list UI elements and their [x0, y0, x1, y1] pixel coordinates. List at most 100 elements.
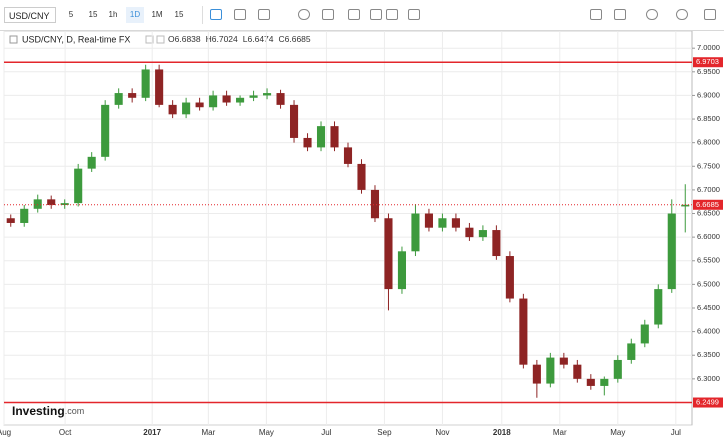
candle-body [600, 378, 609, 386]
candle-body [384, 218, 393, 290]
x-tick-label: Mar [553, 428, 567, 437]
quote-value: 6.7024 [212, 34, 238, 44]
compare-button[interactable] [258, 9, 270, 20]
toolbar: USD/CNY 5 15 1h 1D 1M 15 [0, 0, 724, 31]
snapshot-button[interactable] [590, 9, 602, 20]
x-tick-label: 2017 [143, 428, 161, 437]
price-label: 6.9703 [696, 57, 719, 66]
candle-body [546, 357, 555, 384]
candle-body [33, 199, 42, 209]
candle-body [586, 378, 595, 386]
candle-body [222, 95, 231, 103]
fullscreen-button[interactable] [704, 9, 716, 20]
redo-button[interactable] [386, 9, 398, 20]
symbol-input[interactable]: USD/CNY [4, 7, 56, 23]
candle-body [613, 359, 622, 379]
y-tick-label: 6.8500 [697, 114, 720, 123]
layout-button[interactable] [614, 9, 626, 20]
candle-body [195, 102, 204, 108]
y-tick-label: 6.7500 [697, 161, 720, 170]
candle-body [128, 93, 137, 98]
candle-body [492, 230, 501, 257]
x-tick-label: Aug [0, 428, 11, 437]
chart: USD/CNY, D, Real-time FX O6.6838H6.7024L… [0, 31, 723, 437]
candle-body [627, 343, 636, 360]
y-tick-label: 6.6000 [697, 232, 720, 241]
x-tick-label: Oct [59, 428, 72, 437]
indicator-button[interactable] [234, 9, 246, 20]
candle-style-button[interactable] [210, 9, 222, 20]
x-tick-label: May [259, 428, 274, 437]
candle-body [667, 213, 676, 290]
candle-body [60, 203, 69, 206]
y-tick-label: 6.5000 [697, 279, 720, 288]
y-tick-label: 6.6500 [697, 209, 720, 218]
candle-body [573, 364, 582, 379]
brand-logo: Investing.com [12, 404, 84, 418]
candle-body [141, 69, 150, 98]
candle-body [155, 69, 164, 105]
upload-button[interactable] [676, 9, 688, 20]
interval-button[interactable]: 1h [108, 10, 118, 19]
price-label-box [693, 397, 723, 408]
y-tick-label: 6.4000 [697, 327, 720, 336]
candle-body [681, 204, 690, 207]
balance-button[interactable] [348, 9, 360, 20]
candle-body [249, 95, 258, 98]
x-tick-label: Jul [321, 428, 331, 437]
alert-button[interactable] [408, 9, 420, 20]
candle-body [424, 213, 433, 228]
interval-button[interactable]: 15 [88, 10, 98, 19]
y-tick-label: 7.0000 [697, 43, 720, 52]
candle-body [330, 126, 339, 148]
visibility-icon [145, 35, 154, 44]
x-tick-label: Sep [377, 428, 392, 437]
interval-button[interactable]: 1M [151, 10, 163, 19]
settings-button[interactable] [298, 9, 310, 20]
candle-body [532, 364, 541, 384]
x-tick-label: 2018 [493, 428, 511, 437]
candle-body [505, 256, 514, 299]
undo-button[interactable] [370, 9, 382, 20]
candle-body [343, 147, 353, 164]
y-tick-label: 6.9000 [697, 90, 720, 99]
quote-label: C [279, 34, 285, 44]
quote-value: 6.6685 [285, 34, 311, 44]
last-price-label: 6.6685 [696, 200, 719, 209]
y-tick-label: 6.9500 [697, 67, 720, 76]
candle-body [74, 168, 83, 204]
collapse-icon [9, 35, 18, 44]
y-tick-label: 6.3500 [697, 350, 720, 359]
plot-frame [3, 31, 693, 426]
quote-label: L [243, 34, 248, 44]
candle-body [451, 218, 460, 228]
candle-body [465, 227, 474, 238]
quote-label: O [168, 34, 175, 44]
candle-body [276, 93, 285, 105]
candle-body [559, 357, 568, 365]
candle-body [519, 298, 528, 365]
cloud-button[interactable] [646, 9, 658, 20]
interval-button[interactable]: 1D [126, 7, 144, 23]
candle-body [114, 93, 123, 105]
candle-body [478, 230, 487, 238]
candle-body [316, 126, 326, 148]
y-tick-label: 6.5500 [697, 256, 720, 265]
candle-body [263, 93, 272, 96]
chart-type-button[interactable] [322, 9, 334, 20]
candle-body [303, 137, 312, 148]
candle-body [357, 163, 366, 190]
candle-body [289, 104, 299, 138]
x-tick-label: Mar [201, 428, 215, 437]
interval-button[interactable]: 5 [68, 10, 74, 19]
price-label-box [693, 199, 723, 210]
candle-body [236, 97, 245, 103]
candle-body [6, 218, 15, 223]
price-label: 6.2499 [696, 397, 719, 406]
interval-button[interactable]: 15 [174, 10, 184, 19]
candle-body [654, 289, 663, 325]
x-tick-label: May [610, 428, 625, 437]
